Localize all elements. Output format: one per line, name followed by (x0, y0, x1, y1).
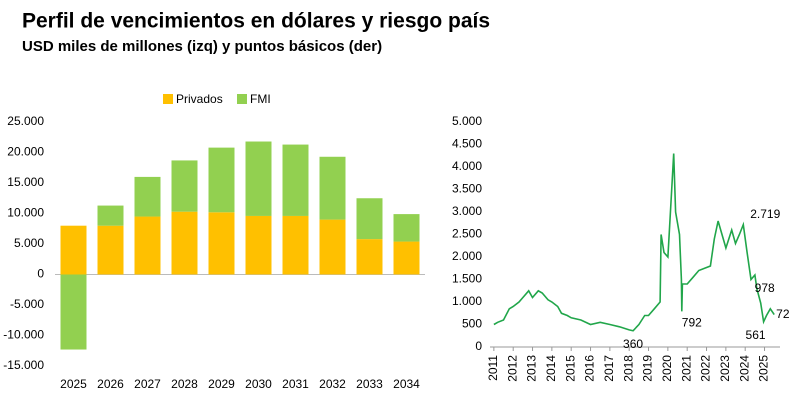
x-tick-label: 2020 (660, 355, 674, 382)
x-tick-label: 2034 (393, 377, 420, 391)
bar (60, 274, 87, 350)
annotation: 360 (623, 337, 643, 351)
y-tick-label: -10.000 (3, 328, 44, 342)
y-tick-label: 25.000 (7, 114, 44, 128)
y-tick-label: 5.000 (14, 236, 44, 250)
x-tick-label: 2029 (208, 377, 235, 391)
x-tick-label: 2011 (486, 355, 500, 381)
bar (282, 215, 309, 275)
x-tick-label: 2015 (563, 355, 577, 382)
y-tick-label: 10.000 (7, 206, 44, 220)
bar (245, 141, 272, 216)
x-tick-label: 2028 (171, 377, 198, 391)
y-tick-label: 500 (462, 317, 482, 331)
x-tick-label: 2022 (699, 355, 713, 382)
x-tick-label: 2025 (757, 355, 771, 382)
y-tick-label: 1.000 (452, 294, 482, 308)
bar (208, 147, 235, 213)
bar (134, 216, 161, 275)
bar (319, 156, 346, 220)
bar (393, 241, 420, 275)
annotation: 2.719 (750, 207, 780, 221)
annotation: 720 (776, 307, 790, 321)
bar (134, 176, 161, 217)
x-tick-label: 2016 (583, 355, 597, 382)
bar (393, 214, 420, 242)
y-tick-label: 3.500 (452, 182, 482, 196)
x-tick-label: 2023 (718, 355, 732, 382)
y-tick-label: 5.000 (452, 114, 482, 128)
y-tick-label: 4.000 (452, 159, 482, 173)
x-tick-label: 2018 (621, 355, 635, 382)
annotation: 792 (682, 316, 702, 330)
y-tick-label: 15.000 (7, 175, 44, 189)
bar (356, 198, 383, 240)
legend-label: FMI (250, 92, 271, 106)
legend-swatch (237, 94, 247, 104)
bar (97, 205, 124, 226)
x-tick-label: 2026 (97, 377, 124, 391)
y-tick-label: 4.500 (452, 137, 482, 151)
y-tick-label: 0 (475, 339, 482, 353)
line (493, 153, 775, 332)
x-tick-label: 2031 (282, 377, 309, 391)
bar (97, 225, 124, 275)
bar (208, 212, 235, 275)
x-tick-label: 2017 (602, 355, 616, 382)
x-tick-label: 2014 (544, 355, 558, 382)
y-tick-label: -15.000 (3, 358, 44, 372)
bar (171, 211, 198, 275)
y-tick-label: 2.500 (452, 227, 482, 241)
x-tick-label: 2024 (737, 355, 751, 382)
x-tick-label: 2030 (245, 377, 272, 391)
y-tick-label: 3.000 (452, 204, 482, 218)
x-tick-label: 2025 (60, 377, 87, 391)
y-tick-label: 20.000 (7, 145, 44, 159)
title: Perfil de vencimientos en dólares y ries… (22, 10, 490, 33)
x-tick-label: 2019 (641, 355, 655, 382)
x-tick-label: 2021 (679, 355, 693, 382)
x-tick-label: 2027 (134, 377, 161, 391)
legend-swatch (163, 94, 173, 104)
x-tick-label: 2032 (319, 377, 346, 391)
y-tick-label: 2.000 (452, 249, 482, 263)
bar (282, 144, 309, 216)
x-tick-label: 2013 (525, 355, 539, 382)
subtitle: USD miles de millones (izq) y puntos bás… (22, 38, 382, 55)
bar (60, 225, 87, 275)
x-tick-label: 2012 (505, 355, 519, 382)
bar (245, 215, 272, 275)
legend-label: Privados (176, 92, 223, 106)
annotation: 561 (746, 328, 766, 342)
bar (171, 160, 198, 212)
y-tick-label: -5.000 (10, 297, 44, 311)
annotation: 978 (755, 281, 775, 295)
x-tick-label: 2033 (356, 377, 383, 391)
y-tick-label: 0 (37, 267, 44, 281)
y-tick-label: 1.500 (452, 272, 482, 286)
bar (319, 219, 346, 275)
bar (356, 239, 383, 275)
